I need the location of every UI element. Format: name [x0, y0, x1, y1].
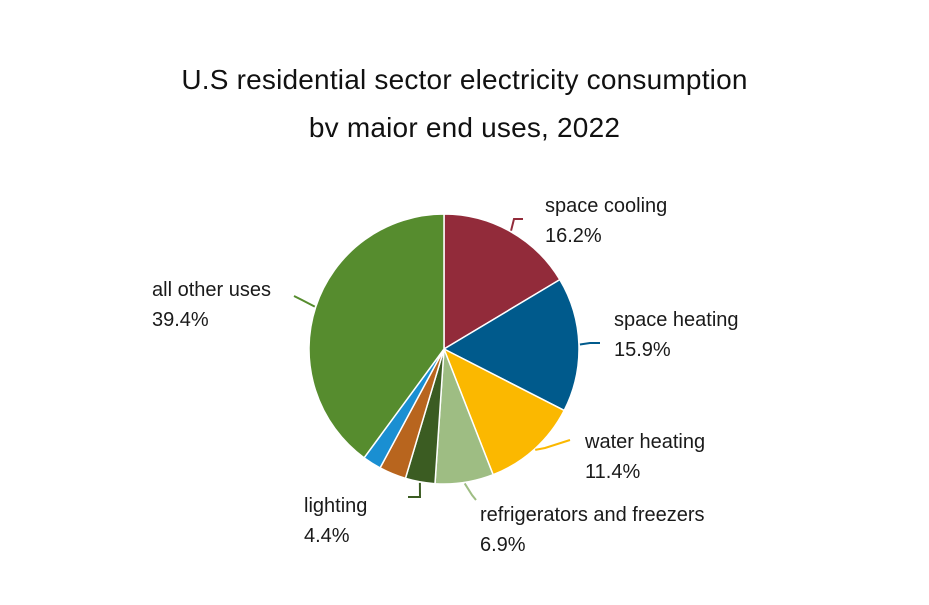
label-space-cooling-name: space cooling [545, 195, 668, 217]
chart-title-line-2: bv maior end uses, 2022 [308, 112, 621, 143]
leader-line-space-cooling [510, 218, 523, 231]
label-water-heating: water heating 11.4% [585, 427, 705, 487]
label-refrigerators-freezers-value: 6.9% [480, 534, 526, 556]
label-space-cooling: space cooling 16.2% [545, 191, 667, 251]
label-water-heating-name: water heating [585, 431, 706, 453]
leader-line-unlabeled-dark-green [408, 482, 422, 498]
label-lighting: lighting 4.4% [304, 491, 367, 551]
pie-slice-water-heating [442, 347, 566, 476]
label-space-heating-name: space heating [614, 309, 739, 331]
leader-lines [293, 218, 600, 501]
chart-title-line-1: U.S residential sector electricity consu… [181, 64, 748, 95]
pie-slice-space-heating [442, 278, 580, 412]
pie-slice-all-other-uses [308, 213, 445, 459]
label-lighting-value: 4.4% [304, 525, 350, 547]
label-refrigerators-freezers: refrigerators and freezers 6.9% [480, 500, 705, 560]
leader-line-all-other-uses [293, 295, 316, 308]
label-space-cooling-value: 16.2% [545, 225, 602, 247]
label-all-other-uses-name: all other uses [152, 279, 271, 301]
pie-slices [308, 213, 580, 485]
label-space-heating: space heating 15.9% [614, 305, 739, 365]
label-all-other-uses: all other uses 39.4% [152, 275, 271, 335]
leader-line-refrigerators-freezers [463, 482, 477, 501]
label-space-heating-value: 15.9% [614, 339, 671, 361]
label-all-other-uses-value: 39.4% [152, 309, 209, 331]
label-water-heating-value: 11.4% [585, 461, 641, 483]
label-refrigerators-freezers-name: refrigerators and freezers [480, 504, 705, 526]
leader-line-space-heating [579, 342, 600, 346]
pie-slice-space-cooling [443, 213, 561, 351]
label-lighting-name: lighting [304, 495, 368, 517]
leader-line-water-heating [535, 439, 571, 451]
